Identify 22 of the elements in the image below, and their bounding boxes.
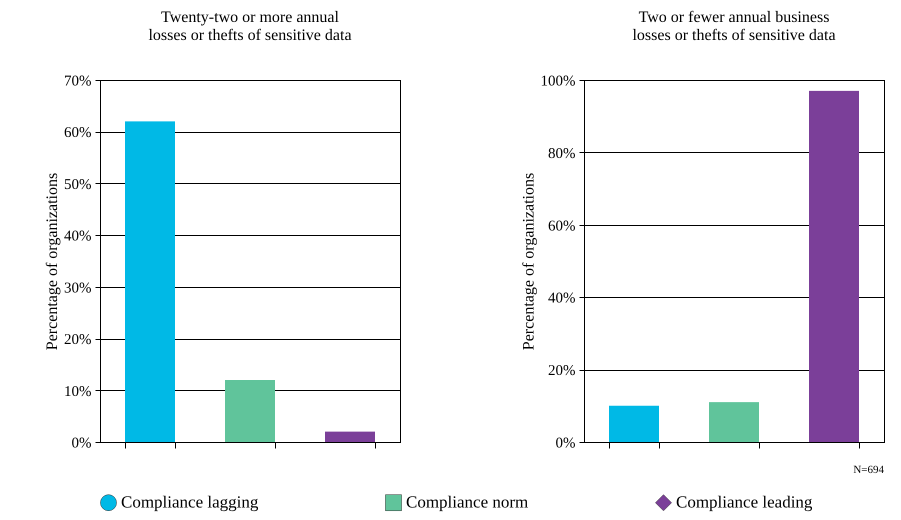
- text: N=694: [853, 464, 884, 476]
- legend-label: Compliance leading: [676, 492, 813, 512]
- y-tick-label: 50%: [64, 176, 92, 193]
- y-tick-label: 80%: [548, 146, 576, 162]
- y-axis-title: Percentage of organizations: [44, 172, 62, 350]
- chart-title: Twenty-two or more annual losses or thefts of sensitive data: [148, 9, 352, 44]
- y-tick-label: 0%: [72, 436, 92, 452]
- y-tick-label: 30%: [64, 280, 92, 296]
- y-tick-label: 70%: [64, 74, 92, 90]
- y-tick-label: 0%: [556, 436, 576, 452]
- y-tick-label: 60%: [548, 218, 576, 234]
- chart-title: Two or fewer annual business losses or thefts of sensitive data: [632, 9, 836, 44]
- y-tick-label: 20%: [64, 332, 92, 348]
- legend-label: Compliance lagging: [121, 492, 259, 512]
- y-tick-label: 100%: [540, 74, 576, 90]
- y-tick-label: 60%: [64, 125, 92, 142]
- y-tick-label: 40%: [64, 228, 92, 245]
- legend-label: Compliance norm: [406, 492, 528, 512]
- y-tick-label: 40%: [548, 290, 576, 307]
- y-tick-label: 20%: [548, 363, 576, 380]
- y-axis-title: Percentage of organizations: [520, 172, 538, 350]
- y-tick-label: 10%: [64, 384, 92, 400]
